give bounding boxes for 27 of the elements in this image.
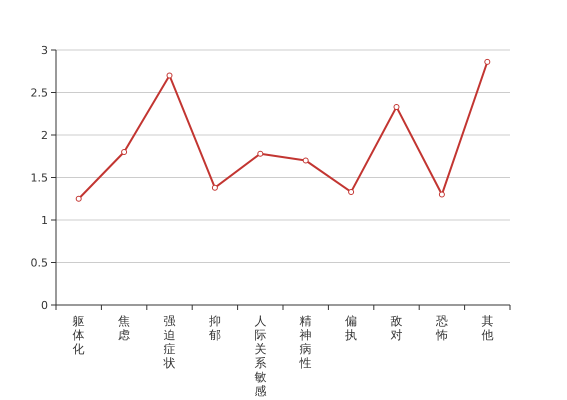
point <box>121 149 128 155</box>
y-tick-label: 0.5 <box>30 256 48 270</box>
y-tick-label: 1 <box>41 214 48 227</box>
y-tick-label: 1.5 <box>30 172 48 184</box>
x-tick-label: 恐怖 <box>434 314 448 342</box>
x-tick-label: 偏执 <box>345 314 358 342</box>
x-tick-label: 焦虑 <box>118 314 130 342</box>
point <box>302 158 309 164</box>
x-tick-label: 人际关系敏感 <box>254 314 266 398</box>
point <box>257 150 264 157</box>
x-tick-label: 强迫症状 <box>162 314 176 370</box>
point <box>348 188 354 195</box>
point <box>394 104 400 110</box>
x-tick-label: 精神病性 <box>298 314 312 370</box>
y-tick-label: 0 <box>41 299 48 312</box>
point <box>438 192 445 198</box>
x-tick-label: 其他 <box>481 314 494 342</box>
x-tick-label: 抑郁 <box>208 314 221 342</box>
y-tick-label: 2 <box>41 129 48 142</box>
y-tick-label: 3 <box>41 44 48 57</box>
x-tick-label: 敌对 <box>390 314 402 342</box>
x-tick-label: 躯体化 <box>72 314 85 356</box>
point <box>484 58 490 65</box>
y-tick-label: 2.5 <box>30 86 48 100</box>
point <box>166 72 172 78</box>
point <box>212 184 218 191</box>
point <box>76 196 82 202</box>
